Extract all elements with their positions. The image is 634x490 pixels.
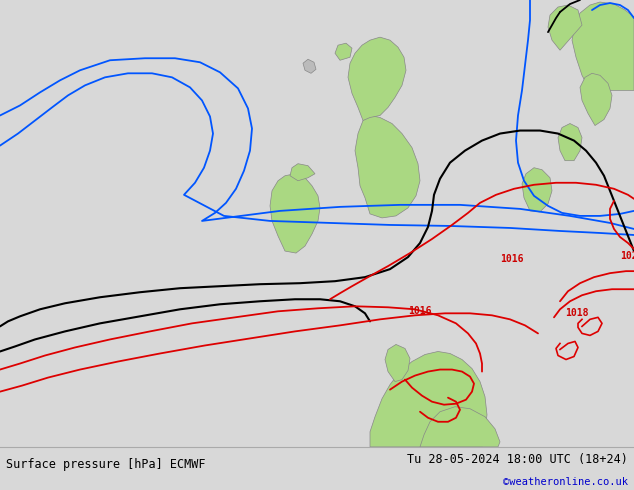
- Text: 1018: 1018: [565, 308, 588, 318]
- Text: 1016: 1016: [500, 254, 524, 264]
- Text: Tu 28-05-2024 18:00 UTC (18+24): Tu 28-05-2024 18:00 UTC (18+24): [407, 453, 628, 466]
- Text: ©weatheronline.co.uk: ©weatheronline.co.uk: [503, 477, 628, 487]
- Polygon shape: [572, 2, 634, 90]
- Text: 102: 102: [620, 251, 634, 261]
- Polygon shape: [348, 37, 406, 121]
- Text: Surface pressure [hPa] ECMWF: Surface pressure [hPa] ECMWF: [6, 458, 206, 470]
- Polygon shape: [370, 351, 487, 447]
- Polygon shape: [303, 59, 316, 74]
- Polygon shape: [385, 344, 410, 382]
- Polygon shape: [355, 116, 420, 218]
- Polygon shape: [558, 123, 582, 161]
- Polygon shape: [270, 174, 320, 253]
- Polygon shape: [420, 407, 500, 447]
- Polygon shape: [335, 43, 352, 60]
- Polygon shape: [522, 168, 552, 212]
- Text: 1016: 1016: [408, 306, 432, 317]
- Polygon shape: [548, 5, 582, 50]
- Polygon shape: [580, 74, 612, 125]
- Polygon shape: [290, 164, 315, 181]
